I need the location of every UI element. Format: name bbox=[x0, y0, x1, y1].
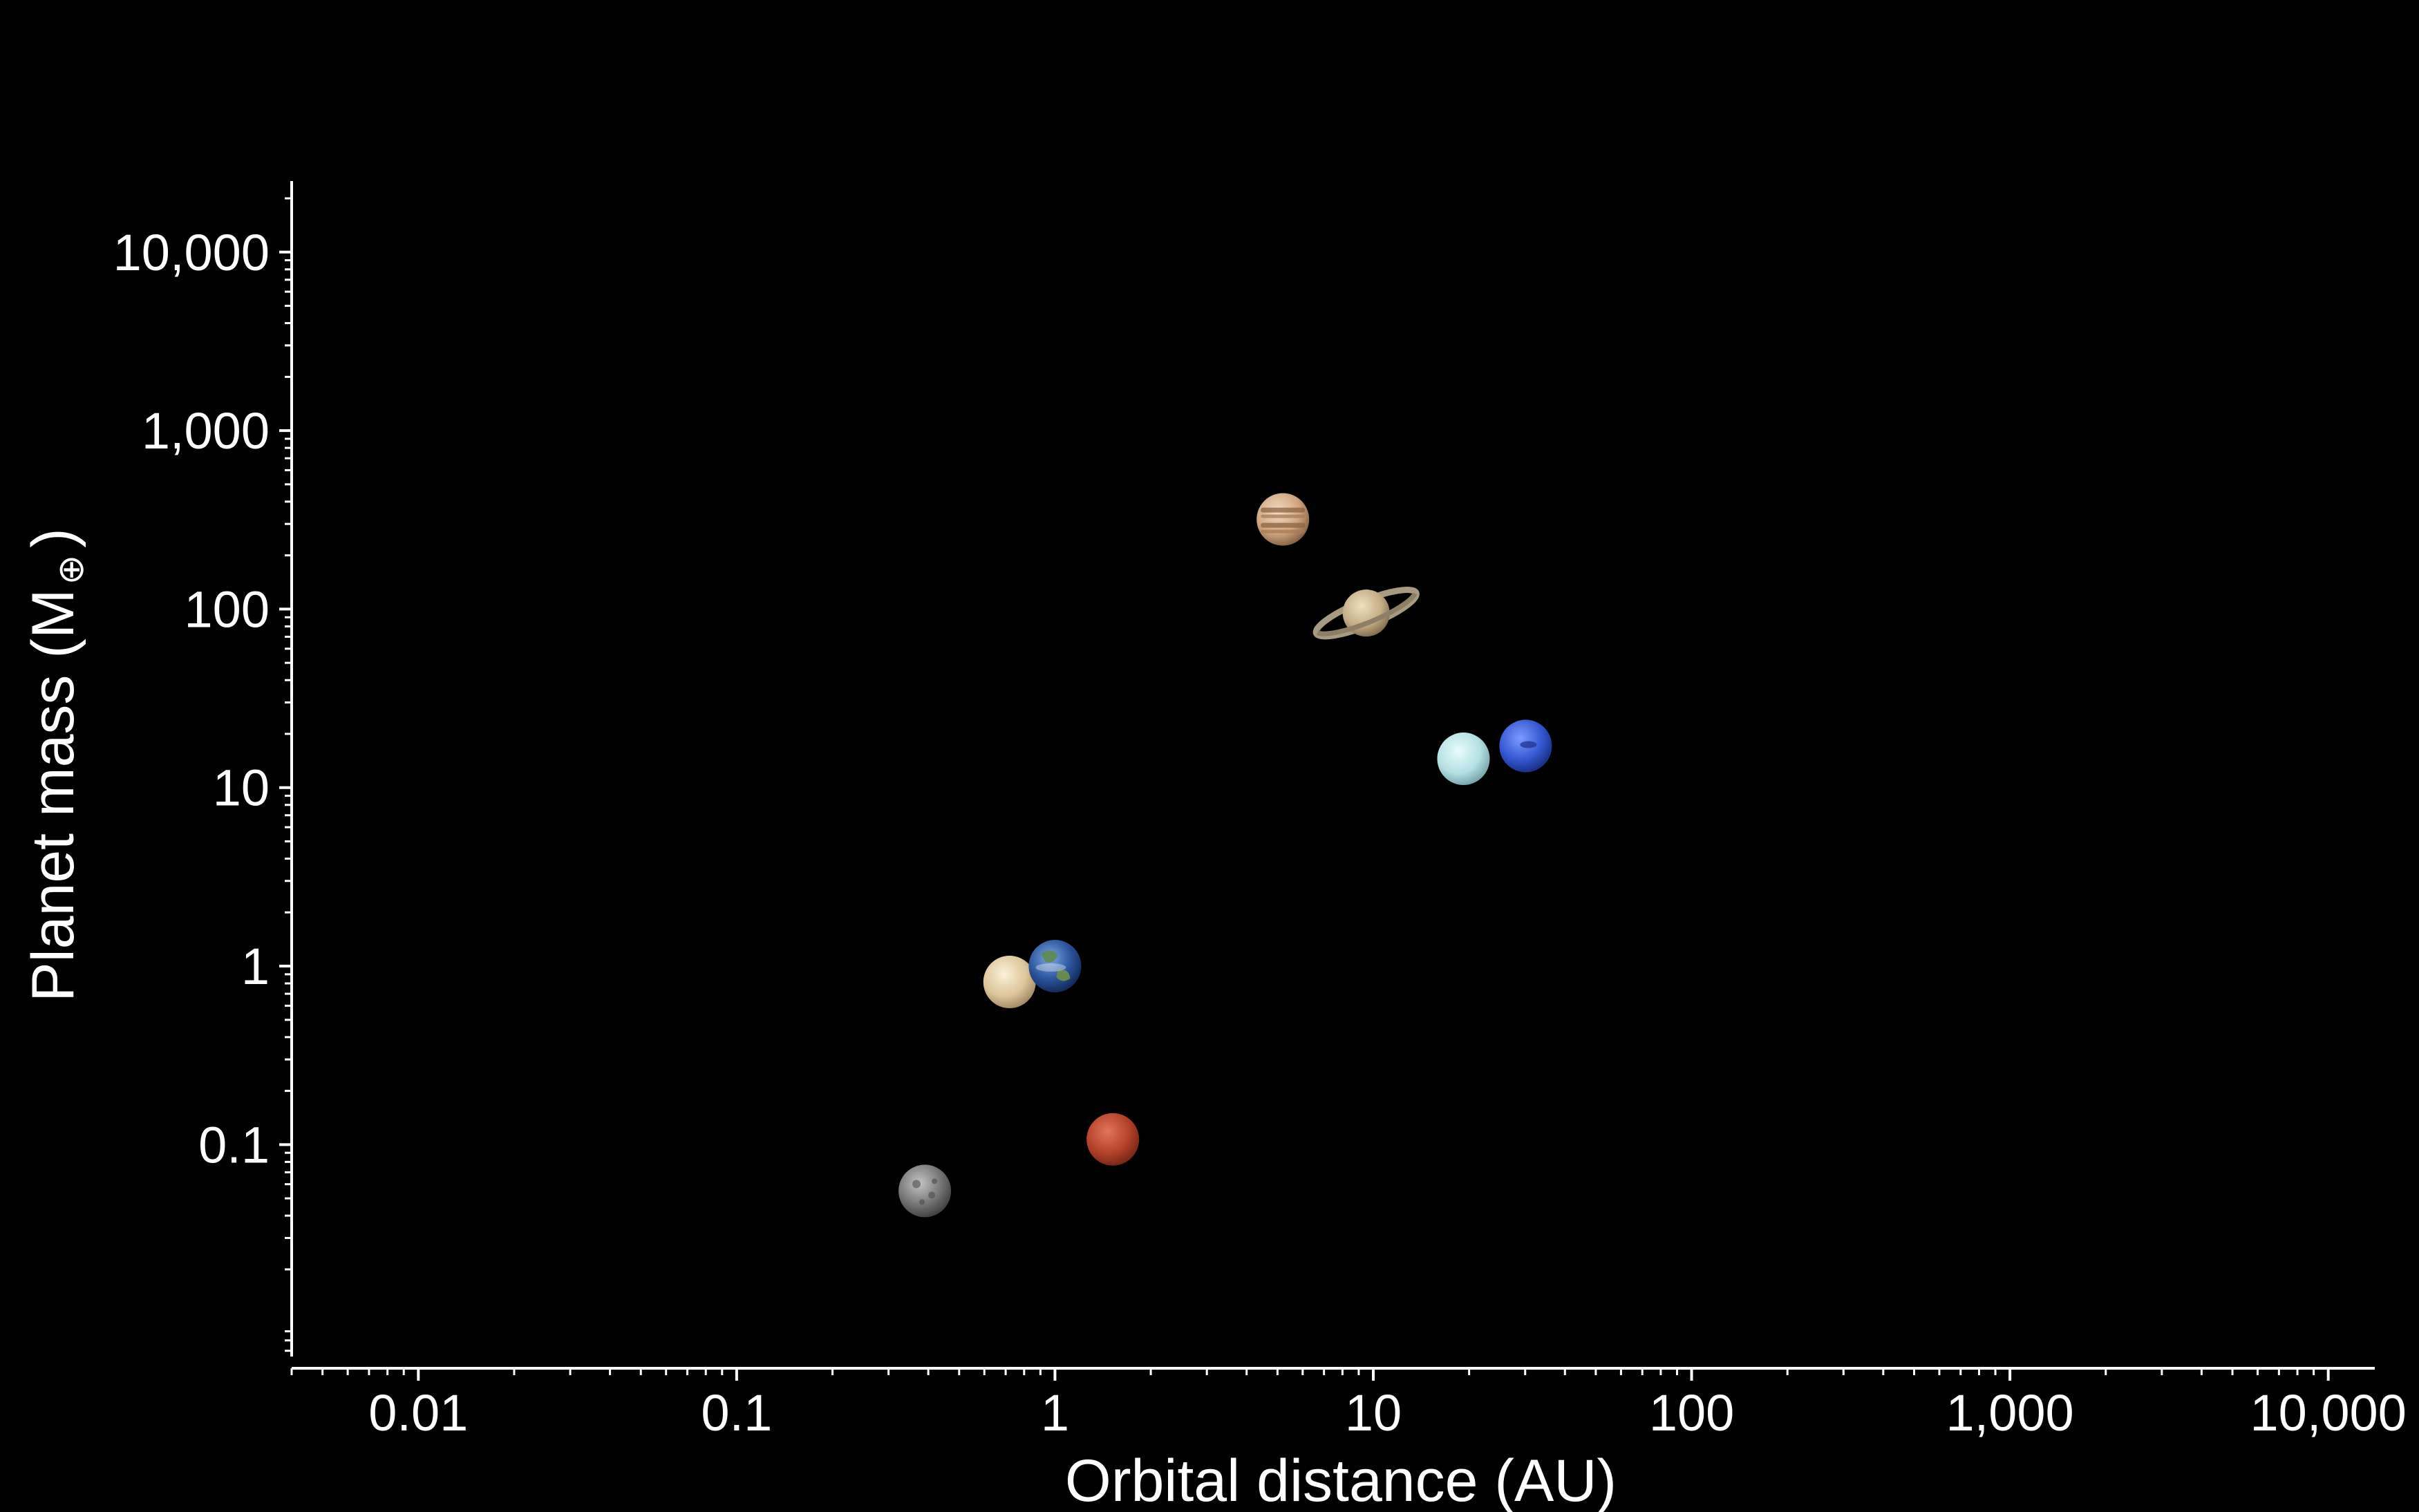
x-minor-ticks bbox=[290, 1368, 2315, 1375]
earth-symbol-subscript: ⊕ bbox=[51, 555, 91, 585]
y-axis-title-close: ) bbox=[20, 528, 86, 548]
neptune-icon bbox=[1499, 719, 1552, 773]
x-tick-label: 0.01 bbox=[368, 1384, 468, 1442]
y-minor-ticks bbox=[285, 197, 292, 1352]
y-tick-label: 0.1 bbox=[198, 1116, 270, 1173]
saturn-icon bbox=[1312, 587, 1420, 640]
y-axis-title-main: Planet mass (M bbox=[20, 589, 86, 1001]
y-tick-label: 1 bbox=[241, 938, 270, 995]
x-tick-label: 10,000 bbox=[2250, 1384, 2407, 1442]
y-major-ticks bbox=[279, 250, 292, 1146]
x-tick-label: 10 bbox=[1345, 1384, 1402, 1442]
mars-icon bbox=[1086, 1113, 1140, 1166]
planet-points bbox=[898, 493, 1552, 1218]
x-tick-labels: 0.01 0.1 1 10 100 1,000 10,000 bbox=[368, 1384, 2407, 1442]
x-tick-label: 0.1 bbox=[701, 1384, 772, 1442]
x-tick-label: 1,000 bbox=[1946, 1384, 2074, 1442]
jupiter-icon bbox=[1256, 493, 1310, 546]
x-tick-label: 100 bbox=[1649, 1384, 1734, 1442]
y-tick-label: 10,000 bbox=[113, 224, 270, 281]
venus-icon bbox=[983, 955, 1036, 1008]
y-tick-label: 1,000 bbox=[142, 402, 270, 460]
x-axis-title: Orbital distance (AU) bbox=[1065, 1448, 1617, 1512]
x-major-ticks bbox=[417, 1368, 2330, 1381]
y-tick-label: 10 bbox=[213, 759, 270, 817]
axes: 0.01 0.1 1 10 100 1,000 10,000 0.1 1 10 100 1,000 1… bbox=[113, 181, 2407, 1442]
x-tick-label: 1 bbox=[1041, 1384, 1069, 1442]
y-tick-label: 100 bbox=[185, 580, 270, 638]
uranus-icon bbox=[1437, 733, 1490, 786]
y-axis-title: Planet mass (M ⊕) bbox=[20, 528, 91, 1002]
mercury-icon bbox=[898, 1164, 952, 1218]
y-tick-labels: 0.1 1 10 100 1,000 10,000 bbox=[113, 224, 270, 1174]
earth-icon bbox=[1028, 940, 1082, 993]
